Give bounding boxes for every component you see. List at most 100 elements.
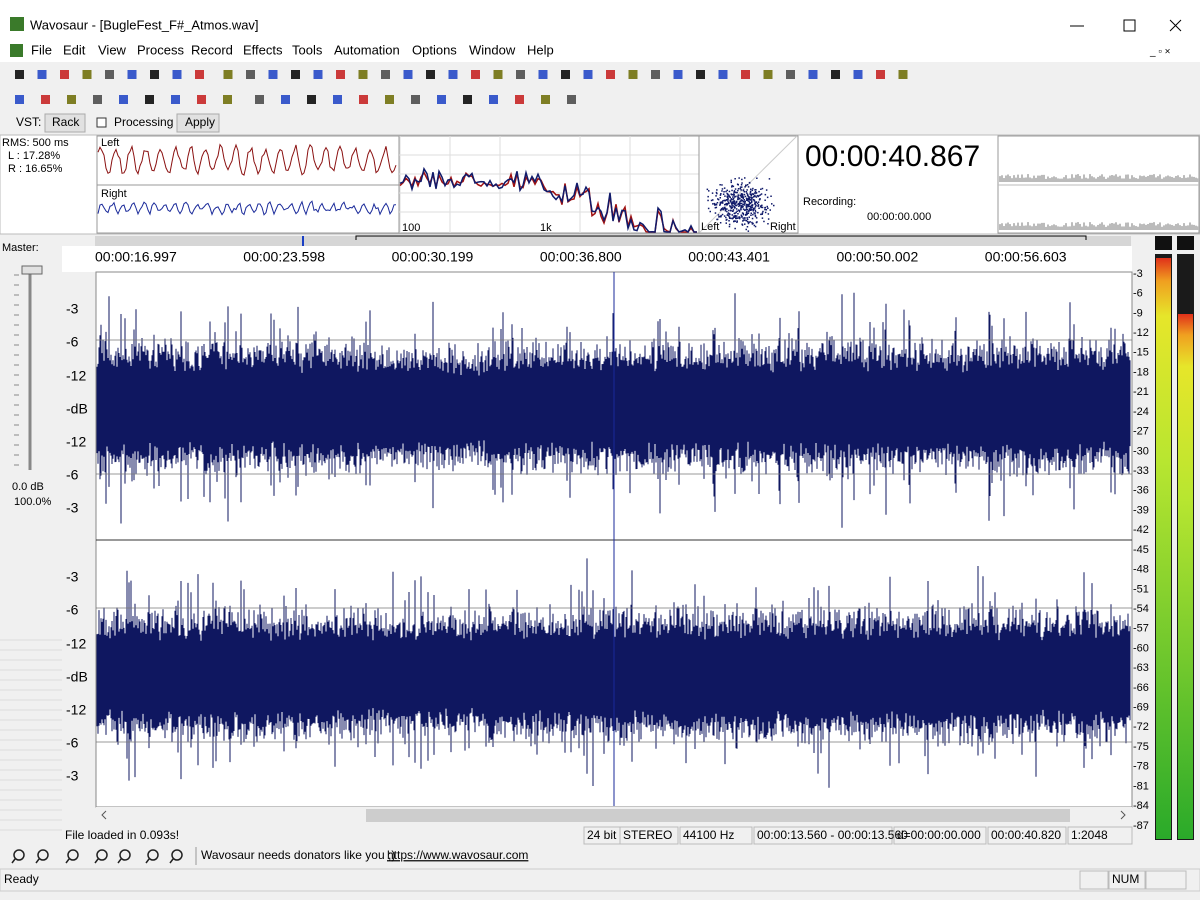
overview-wave bbox=[1105, 178, 1107, 182]
overview-wave bbox=[1119, 223, 1121, 230]
status-ready: Ready bbox=[4, 872, 39, 886]
vectorscope-dot bbox=[726, 189, 728, 192]
toolbar-icon bbox=[763, 70, 773, 79]
menu-item[interactable]: Record bbox=[191, 42, 233, 57]
menu-item[interactable]: Edit bbox=[63, 42, 86, 57]
meter-scale-label: -48 bbox=[1133, 564, 1149, 576]
vectorscope-dot bbox=[727, 198, 729, 201]
overview-wave bbox=[1095, 226, 1097, 230]
vectorscope-axis bbox=[699, 135, 798, 233]
vectorscope-dot bbox=[732, 196, 734, 198]
overview-wave bbox=[1179, 177, 1181, 182]
toolbar-icon bbox=[255, 95, 264, 104]
zoom-button[interactable] bbox=[147, 849, 159, 861]
toolbar-icon bbox=[15, 95, 24, 104]
meter-scale-label: -63 bbox=[1133, 662, 1149, 674]
donate-link[interactable]: https://www.wavosaur.com bbox=[387, 848, 528, 862]
toolbar-icon bbox=[195, 70, 204, 79]
vectorscope-dot bbox=[757, 204, 760, 206]
menu-item[interactable]: Help bbox=[527, 42, 554, 57]
meter-scale-label: -87 bbox=[1133, 820, 1149, 832]
vectorscope-dot bbox=[745, 207, 748, 209]
overview-wave bbox=[1025, 177, 1027, 182]
vectorscope-dot bbox=[740, 195, 742, 198]
db-label: -3 bbox=[66, 301, 79, 317]
overview-wave bbox=[1057, 178, 1059, 182]
overview-wave bbox=[1141, 224, 1143, 230]
vectorscope-dot bbox=[732, 202, 734, 205]
master-slider-thumb[interactable] bbox=[21, 265, 43, 275]
zoom-button[interactable] bbox=[119, 849, 131, 861]
vectorscope-dot bbox=[748, 210, 750, 213]
vectorscope-dot bbox=[734, 188, 737, 190]
overview-wave bbox=[1037, 223, 1039, 230]
toolbar-icon bbox=[223, 95, 232, 104]
vectorscope-dot bbox=[738, 209, 741, 212]
vectorscope-dot bbox=[750, 194, 752, 197]
maximize-button[interactable] bbox=[1123, 19, 1136, 32]
vectorscope-dot bbox=[727, 212, 730, 214]
close-button[interactable] bbox=[1169, 19, 1182, 32]
zoom-button[interactable] bbox=[96, 849, 108, 861]
scroll-right[interactable] bbox=[1120, 810, 1126, 820]
overview-wave bbox=[1101, 222, 1103, 230]
zoom-button[interactable] bbox=[37, 849, 49, 861]
vectorscope-dot bbox=[744, 195, 747, 198]
vectorscope-dot bbox=[753, 224, 756, 227]
overview-wave bbox=[1111, 223, 1113, 230]
menu-item[interactable]: Effects bbox=[243, 42, 283, 57]
apply-button[interactable] bbox=[176, 113, 220, 133]
rack-button[interactable] bbox=[44, 113, 86, 133]
vectorscope-dot bbox=[768, 178, 771, 180]
menu-item[interactable]: Automation bbox=[334, 42, 400, 57]
menu-item[interactable]: Options bbox=[412, 42, 457, 57]
overview-wave bbox=[1141, 176, 1143, 182]
scroll-left[interactable] bbox=[101, 810, 107, 820]
mdi-controls[interactable]: _ ▫ × bbox=[1149, 47, 1171, 58]
status-field-text: 00:00:40.820 bbox=[991, 828, 1061, 842]
menu-item[interactable]: File bbox=[31, 42, 52, 57]
zoom-button[interactable] bbox=[13, 849, 25, 861]
overview-wave bbox=[1157, 224, 1159, 230]
vectorscope-dot bbox=[751, 200, 753, 202]
overview-wave bbox=[1079, 223, 1081, 230]
vectorscope-dot bbox=[761, 187, 764, 190]
vectorscope-dot bbox=[710, 199, 713, 202]
vectorscope-dot bbox=[755, 217, 758, 219]
menu-item[interactable]: Process bbox=[137, 42, 184, 57]
vectorscope-dot bbox=[764, 193, 767, 196]
menu-item[interactable]: View bbox=[98, 42, 127, 57]
vectorscope-dot bbox=[742, 219, 745, 221]
vectorscope-dot bbox=[757, 201, 760, 203]
vectorscope-dot bbox=[744, 177, 746, 179]
overview-wave bbox=[1175, 176, 1177, 182]
vectorscope-dot bbox=[748, 200, 750, 202]
menu-item[interactable]: Window bbox=[469, 42, 516, 57]
vectorscope-dot bbox=[724, 199, 726, 202]
vectorscope-dot bbox=[717, 198, 719, 200]
overview-wave bbox=[1161, 178, 1163, 182]
vectorscope-dot bbox=[750, 204, 753, 206]
vectorscope-dot bbox=[740, 199, 742, 201]
vectorscope-dot bbox=[754, 215, 757, 218]
status-message: File loaded in 0.093s! bbox=[65, 828, 179, 842]
vectorscope-dot bbox=[739, 194, 742, 197]
meter-scale-label: -54 bbox=[1133, 603, 1149, 615]
vectorscope-dot bbox=[749, 190, 752, 193]
overview-wave bbox=[1023, 177, 1025, 182]
h-scroll-thumb[interactable] bbox=[366, 809, 1070, 822]
overview-wave bbox=[1187, 177, 1189, 182]
vectorscope-dot bbox=[735, 204, 737, 207]
overview-wave bbox=[1181, 226, 1183, 230]
overview-wave bbox=[1011, 178, 1013, 182]
menu-item[interactable]: Tools bbox=[292, 42, 323, 57]
processing-checkbox[interactable] bbox=[96, 117, 107, 128]
vectorscope-dot bbox=[729, 205, 731, 207]
overview-wave bbox=[1157, 176, 1159, 182]
vectorscope-dot bbox=[733, 194, 735, 197]
vectorscope-dot bbox=[753, 200, 756, 202]
zoom-button[interactable] bbox=[67, 849, 79, 861]
zoom-button[interactable] bbox=[171, 849, 183, 861]
vectorscope-dot bbox=[730, 193, 733, 196]
spectrum-tick: 1k bbox=[540, 222, 552, 234]
